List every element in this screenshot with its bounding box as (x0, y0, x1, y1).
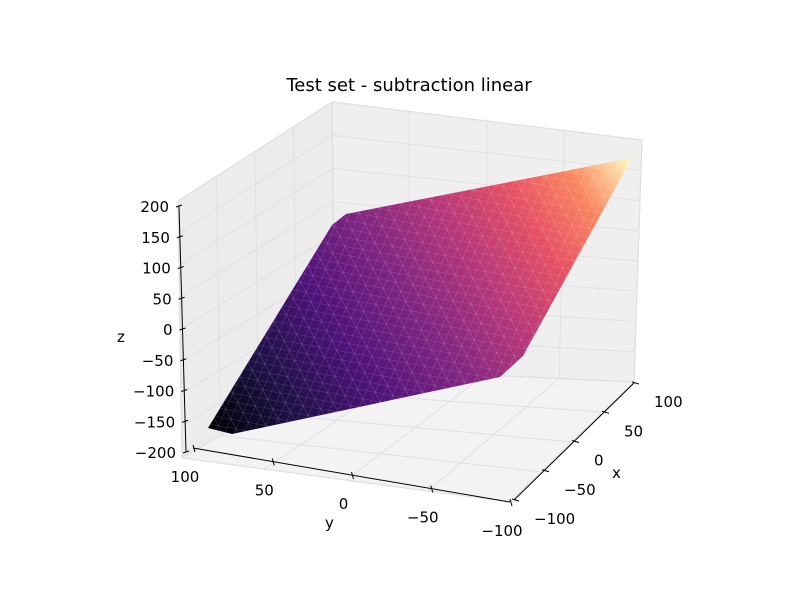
y-tick-label: −100 (481, 522, 522, 540)
y-axis-label: y (325, 514, 334, 532)
x-axis-label: x (612, 464, 621, 482)
y-tick-label: 100 (171, 468, 200, 486)
x-tick-label: 100 (654, 393, 683, 411)
z-tick-label: 100 (142, 260, 171, 278)
x-gridline (258, 412, 573, 443)
y-tick-label: 50 (255, 482, 274, 500)
x-tick-label: −100 (534, 510, 575, 528)
x-tick-mark (601, 410, 610, 414)
y-gridline-back (633, 139, 643, 383)
z-axis-line (178, 205, 187, 453)
y-tick-mark (509, 498, 513, 507)
y-tick-label: −50 (407, 509, 439, 527)
surface-plot (208, 158, 632, 434)
z-tick-label: 0 (163, 321, 173, 339)
surface-mesh (208, 158, 632, 434)
x-tick-mark (541, 469, 550, 473)
z-tick-label: 200 (140, 198, 169, 216)
z-tick-label: 150 (141, 229, 170, 247)
z-tick-label: −50 (142, 352, 174, 370)
y-tick-label: 0 (339, 495, 349, 513)
z-tick-label: 50 (153, 290, 172, 308)
x-tick-mark (631, 381, 640, 385)
x-gridline (220, 435, 542, 473)
x-tick-mark (571, 440, 580, 443)
x-tick-label: 0 (594, 452, 604, 470)
chart-title: Test set - subtraction linear (285, 75, 532, 96)
x-tick-label: −50 (564, 481, 596, 499)
x-axis-line (513, 382, 635, 501)
x-tick-mark (511, 498, 520, 502)
x-gridline (181, 457, 511, 503)
z-tick-label: −100 (133, 383, 174, 401)
axis-ticks: −200 −150 −100 −50 0 50 100 150 200 −100 −50 0 50 100… (133, 198, 683, 540)
x-tick-label: 50 (624, 422, 643, 440)
z-axis-label: z (117, 328, 125, 346)
z-tick-label: −150 (134, 413, 175, 431)
z-tick-label: −200 (135, 444, 176, 462)
y-axis-line (192, 447, 511, 503)
x-gridline-back (216, 176, 221, 436)
